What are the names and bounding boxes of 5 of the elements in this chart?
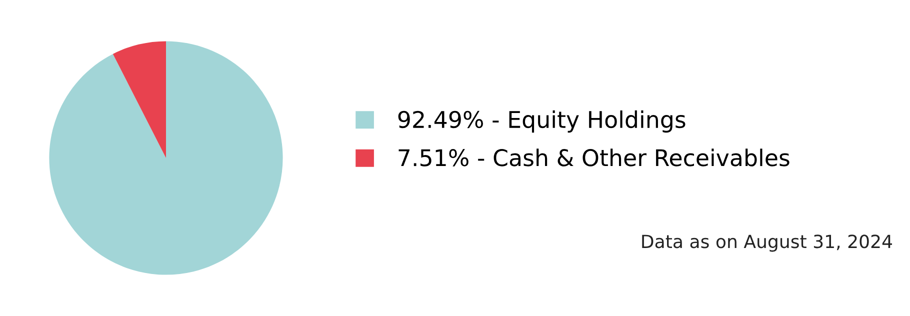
legend-label: 92.49% - Equity Holdings — [398, 110, 686, 133]
legend-label: 7.51% - Cash & Other Receivables — [398, 148, 790, 166]
text: Data as on August 31, 2024 — [642, 234, 892, 252]
pie-slice — [112, 41, 166, 158]
pie-slice — [49, 41, 283, 275]
